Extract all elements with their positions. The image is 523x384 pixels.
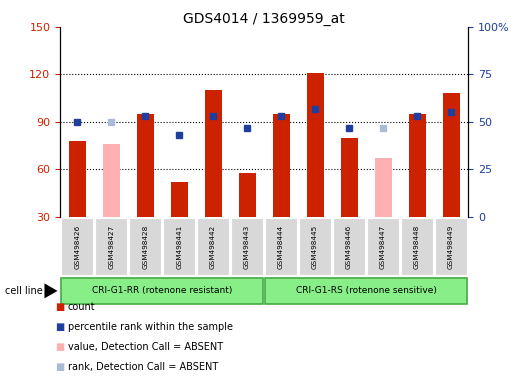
Bar bbox=[137, 114, 154, 217]
Bar bbox=[340, 138, 358, 217]
Text: value, Detection Call = ABSENT: value, Detection Call = ABSENT bbox=[68, 342, 223, 352]
FancyBboxPatch shape bbox=[197, 218, 230, 275]
Text: ■: ■ bbox=[55, 302, 64, 312]
FancyBboxPatch shape bbox=[265, 278, 468, 304]
FancyBboxPatch shape bbox=[129, 218, 162, 275]
Text: GSM498427: GSM498427 bbox=[108, 225, 114, 269]
Text: cell line: cell line bbox=[5, 286, 43, 296]
Bar bbox=[306, 73, 324, 217]
FancyBboxPatch shape bbox=[299, 218, 332, 275]
Text: CRI-G1-RS (rotenone sensitive): CRI-G1-RS (rotenone sensitive) bbox=[295, 286, 437, 295]
FancyBboxPatch shape bbox=[95, 218, 128, 275]
FancyBboxPatch shape bbox=[367, 218, 400, 275]
Bar bbox=[204, 90, 222, 217]
FancyBboxPatch shape bbox=[401, 218, 434, 275]
FancyBboxPatch shape bbox=[333, 218, 366, 275]
Bar bbox=[103, 144, 120, 217]
Text: GSM498441: GSM498441 bbox=[176, 225, 182, 269]
Text: CRI-G1-RR (rotenone resistant): CRI-G1-RR (rotenone resistant) bbox=[92, 286, 232, 295]
Text: GSM498445: GSM498445 bbox=[312, 225, 318, 269]
Text: ■: ■ bbox=[55, 342, 64, 352]
Bar bbox=[374, 158, 392, 217]
Text: rank, Detection Call = ABSENT: rank, Detection Call = ABSENT bbox=[68, 362, 218, 372]
Text: GSM498444: GSM498444 bbox=[278, 225, 284, 269]
Text: count: count bbox=[68, 302, 96, 312]
Bar bbox=[238, 173, 256, 217]
Text: ■: ■ bbox=[55, 362, 64, 372]
Text: GSM498448: GSM498448 bbox=[414, 225, 420, 269]
Text: ■: ■ bbox=[55, 322, 64, 332]
Title: GDS4014 / 1369959_at: GDS4014 / 1369959_at bbox=[183, 12, 345, 26]
FancyBboxPatch shape bbox=[163, 218, 196, 275]
Text: GSM498446: GSM498446 bbox=[346, 225, 352, 269]
Text: GSM498442: GSM498442 bbox=[210, 225, 216, 269]
Bar bbox=[69, 141, 86, 217]
Text: percentile rank within the sample: percentile rank within the sample bbox=[68, 322, 233, 332]
Bar bbox=[170, 182, 188, 217]
FancyBboxPatch shape bbox=[265, 218, 298, 275]
FancyBboxPatch shape bbox=[231, 218, 264, 275]
FancyBboxPatch shape bbox=[61, 218, 94, 275]
Bar bbox=[272, 114, 290, 217]
FancyBboxPatch shape bbox=[435, 218, 468, 275]
Text: GSM498447: GSM498447 bbox=[380, 225, 386, 269]
Text: GSM498449: GSM498449 bbox=[448, 225, 454, 269]
FancyBboxPatch shape bbox=[61, 278, 264, 304]
Bar bbox=[442, 93, 460, 217]
Polygon shape bbox=[44, 283, 58, 298]
Text: GSM498443: GSM498443 bbox=[244, 225, 250, 269]
Text: GSM498428: GSM498428 bbox=[142, 225, 148, 269]
Text: GSM498426: GSM498426 bbox=[74, 225, 80, 269]
Bar bbox=[408, 114, 426, 217]
